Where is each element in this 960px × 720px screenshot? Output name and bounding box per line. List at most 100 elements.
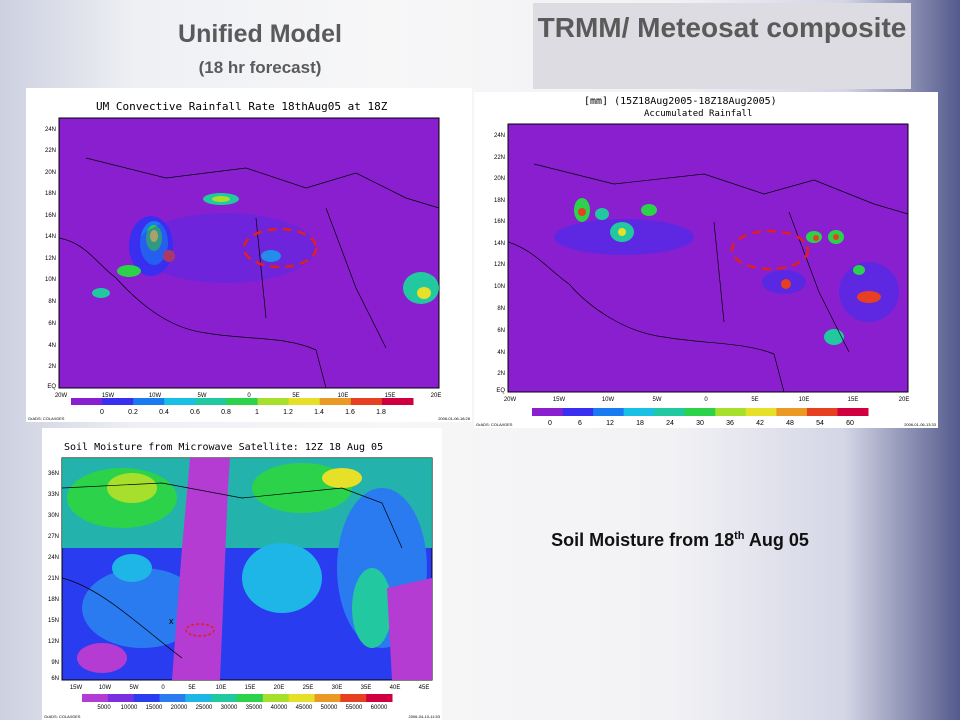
trmm-map-subtitle: Accumulated Rainfall xyxy=(644,109,752,119)
soil-colorbar-swatch xyxy=(82,694,109,702)
um-lon-label: 15E xyxy=(385,393,396,399)
um-legend-label: 1 xyxy=(255,409,259,416)
soil-lat-label: 21N xyxy=(48,576,59,582)
soil-lon-label: 10E xyxy=(216,685,227,691)
soil-legend-label: 60000 xyxy=(371,705,388,711)
soil-caption-main: Soil Moisture from 18 xyxy=(551,530,735,550)
trmm-lat-label: 2N xyxy=(497,371,505,377)
um-coastlines xyxy=(58,157,440,389)
trmm-lat-label: EQ xyxy=(496,388,505,394)
trmm-legend-label: 30 xyxy=(696,420,704,427)
soil-legend-label: 20000 xyxy=(171,705,188,711)
soil-colorbar-swatch xyxy=(159,694,186,702)
trmm-lon-label: 15E xyxy=(848,397,859,403)
soil-coastlines xyxy=(61,482,403,659)
soil-legend-label: 25000 xyxy=(196,705,213,711)
soil-colorbar-swatch xyxy=(366,694,393,702)
soil-highlight-ellipse xyxy=(185,623,215,637)
soil-colorbar-swatch xyxy=(314,694,341,702)
um-legend-label: 1.2 xyxy=(283,409,293,416)
soil-lon-label: 5E xyxy=(188,685,195,691)
soil-footer-left: GrADS: COLA/IGES xyxy=(44,714,81,719)
trmm-colorbar-swatch xyxy=(654,408,686,416)
soil-lat-label: 36N xyxy=(48,471,59,477)
um-colorbar-swatch xyxy=(288,398,321,405)
trmm-colorbar-swatch xyxy=(806,408,838,416)
soil-lon-label: 5W xyxy=(130,685,139,691)
um-heading: Unified Model xyxy=(178,20,342,48)
trmm-colorbar xyxy=(532,408,869,416)
um-lat-label: 16N xyxy=(45,213,56,219)
trmm-colorbar-swatch xyxy=(532,408,564,416)
trmm-lat-label: 14N xyxy=(494,241,505,247)
soil-lat-label: 33N xyxy=(48,492,59,498)
soil-lat-label: 27N xyxy=(48,534,59,540)
soil-lat-label: 12N xyxy=(48,639,59,645)
trmm-legend-label: 36 xyxy=(726,420,734,427)
soil-legend-label: 35000 xyxy=(246,705,263,711)
um-footer-left: GrADS: COLA/IGES xyxy=(28,416,65,421)
um-lon-label: 5W xyxy=(198,393,207,399)
um-colorbar-swatch xyxy=(381,398,414,405)
soil-lat-label: 24N xyxy=(48,555,59,561)
trmm-colorbar-swatch xyxy=(562,408,594,416)
trmm-map-title: [mm] (15Z18Aug2005-18Z18Aug2005) xyxy=(584,96,777,107)
um-legend-label: 0.4 xyxy=(159,409,169,416)
trmm-highlight-ellipse xyxy=(730,229,810,271)
um-lon-label: 20E xyxy=(431,393,442,399)
soil-lon-label: 15E xyxy=(245,685,256,691)
um-lat-label: 2N xyxy=(48,364,56,370)
soil-legend-label: 45000 xyxy=(296,705,313,711)
um-rainfall-map: UM Convective Rainfall Rate 18thAug05 at… xyxy=(26,88,472,422)
soil-lon-label: 25E xyxy=(303,685,314,691)
um-lat-label: 20N xyxy=(45,170,56,176)
trmm-lon-label: 10E xyxy=(799,397,810,403)
soil-legend-label: 55000 xyxy=(346,705,363,711)
trmm-colorbar-swatch xyxy=(837,408,869,416)
soil-colorbar-swatch xyxy=(262,694,290,702)
soil-colorbar-swatch xyxy=(133,694,160,702)
soil-colorbar-swatch xyxy=(237,694,264,702)
soil-footer-right: 2006-04-10-11:53 xyxy=(408,714,440,719)
soil-caption-end: Aug 05 xyxy=(744,530,809,550)
um-map-field xyxy=(58,117,440,389)
um-colorbar-swatch xyxy=(195,398,227,405)
trmm-lat-label: 24N xyxy=(494,133,505,139)
soil-legend-label: 40000 xyxy=(271,705,288,711)
trmm-legend-label: 6 xyxy=(578,420,582,427)
um-colorbar-swatch xyxy=(226,398,259,405)
trmm-legend-label: 24 xyxy=(666,420,674,427)
trmm-lat-label: 20N xyxy=(494,176,505,182)
trmm-colorbar-swatch xyxy=(623,408,655,416)
um-colorbar-swatch xyxy=(133,398,165,405)
trmm-lon-label: 5W xyxy=(653,397,662,403)
trmm-lat-label: 18N xyxy=(494,198,505,204)
soil-lon-label: 10W xyxy=(99,685,112,691)
um-lat-label: 24N xyxy=(45,127,56,133)
um-legend-label: 0.2 xyxy=(128,409,138,416)
trmm-lon-label: 5E xyxy=(751,397,758,403)
um-legend-label: 1.4 xyxy=(314,409,324,416)
trmm-footer-right: 2006-01-06-13:33 xyxy=(904,422,937,427)
trmm-footer-left: GrADS: COLA/IGES xyxy=(476,422,513,427)
um-lat-label: 6N xyxy=(48,321,56,327)
trmm-legend-label: 54 xyxy=(816,420,824,427)
trmm-lon-label: 20W xyxy=(504,397,517,403)
trmm-coastlines xyxy=(507,163,909,393)
soil-lat-label: 6N xyxy=(51,676,59,682)
trmm-colorbar-swatch xyxy=(684,408,716,416)
um-subheading: (18 hr forecast) xyxy=(198,58,322,77)
um-lon-label: 5E xyxy=(292,393,299,399)
trmm-map-field xyxy=(507,123,909,393)
um-lon-label: 10E xyxy=(338,393,349,399)
trmm-heading-box xyxy=(533,3,911,89)
um-legend-label: 0 xyxy=(100,409,104,416)
soil-colorbar-swatch xyxy=(288,694,315,702)
trmm-legend-label: 18 xyxy=(636,420,644,427)
soil-lon-label: 0 xyxy=(161,685,165,691)
soil-colorbar-swatch xyxy=(185,694,212,702)
um-lat-label: EQ xyxy=(47,384,56,390)
trmm-legend-label: 0 xyxy=(548,420,552,427)
soil-legend-label: 15000 xyxy=(146,705,163,711)
um-lat-label: 18N xyxy=(45,191,56,197)
